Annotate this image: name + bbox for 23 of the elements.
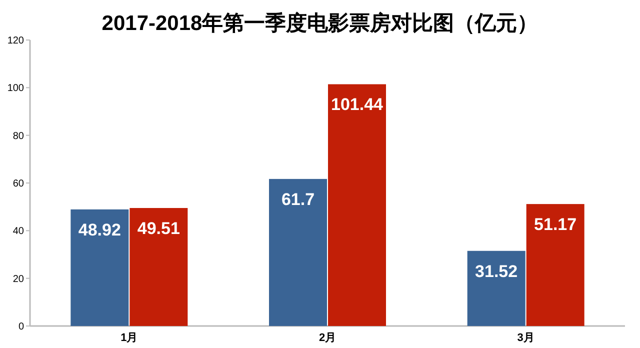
- data-label: 48.92: [78, 220, 121, 240]
- data-label: 101.44: [331, 95, 384, 114]
- x-tick-label: 2月: [318, 332, 336, 344]
- bar: [70, 209, 129, 326]
- bar: [328, 84, 386, 326]
- y-tick-label: 60: [12, 178, 24, 190]
- y-tick-label: 120: [7, 36, 24, 46]
- bar: [130, 208, 188, 326]
- y-tick-label: 40: [12, 226, 24, 238]
- x-tick-label: 1月: [120, 332, 138, 344]
- bar: [269, 178, 327, 326]
- y-tick-label: 0: [18, 322, 24, 332]
- data-label: 51.17: [534, 215, 577, 234]
- y-tick-label: 100: [7, 83, 24, 94]
- data-label: 31.52: [475, 262, 518, 281]
- chart-title: 2017-2018年第一季度电影票房对比图（亿元）: [102, 11, 538, 35]
- y-tick-label: 20: [12, 274, 24, 285]
- x-tick-label: 3月: [517, 332, 534, 344]
- y-tick-label: 80: [12, 130, 24, 142]
- data-label: 49.51: [137, 219, 180, 238]
- data-label: 61.7: [281, 190, 315, 209]
- bar: [526, 204, 584, 326]
- bar: [467, 250, 526, 326]
